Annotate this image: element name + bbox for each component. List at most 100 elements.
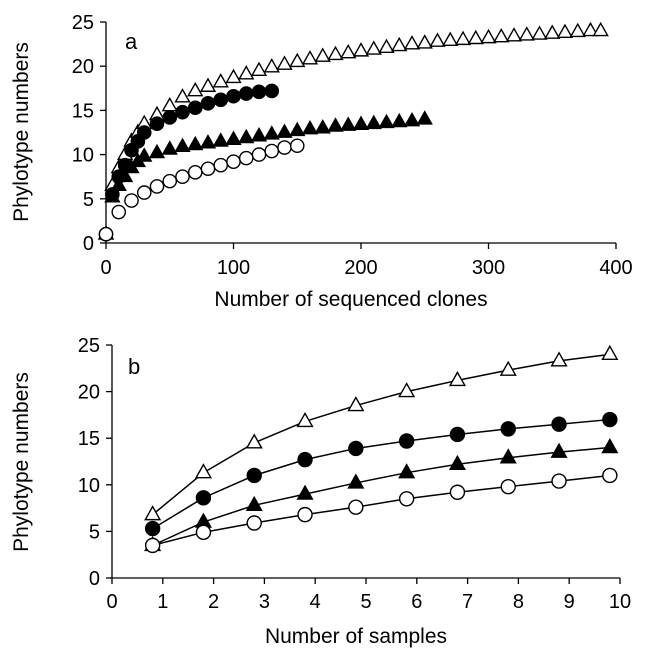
x-tick-label: 10 xyxy=(609,591,631,613)
data-point xyxy=(314,47,331,62)
data-point xyxy=(551,473,567,489)
data-point xyxy=(104,188,121,203)
series-open-triangle xyxy=(144,344,619,521)
data-point xyxy=(195,490,212,506)
data-point xyxy=(340,43,357,59)
data-point xyxy=(162,173,178,189)
data-point xyxy=(391,36,408,52)
x-axis-label: Number of samples xyxy=(265,625,447,648)
y-tick-label: 25 xyxy=(78,335,100,357)
data-point xyxy=(592,21,609,37)
data-point xyxy=(314,119,331,134)
y-tick-label: 0 xyxy=(83,233,94,255)
data-point xyxy=(238,86,254,101)
data-point xyxy=(391,112,408,128)
data-point xyxy=(136,147,153,162)
data-point xyxy=(582,21,599,37)
data-point xyxy=(499,360,517,376)
data-point xyxy=(264,83,280,99)
data-point xyxy=(544,24,561,39)
series-filled-circle xyxy=(144,411,618,537)
data-point xyxy=(500,478,516,495)
data-point xyxy=(124,193,139,208)
x-tick-label: 2 xyxy=(208,591,219,613)
data-point xyxy=(500,421,516,437)
data-point xyxy=(296,411,314,428)
data-point xyxy=(111,204,127,220)
data-point xyxy=(454,30,472,46)
data-point xyxy=(352,42,370,57)
data-point xyxy=(601,438,619,454)
data-point xyxy=(174,137,191,153)
data-point xyxy=(602,467,618,484)
data-point xyxy=(212,132,229,147)
data-point xyxy=(347,473,365,489)
data-point xyxy=(378,113,395,129)
y-tick-label: 5 xyxy=(83,189,94,211)
data-point xyxy=(276,55,293,70)
data-point xyxy=(276,123,293,138)
data-point xyxy=(398,491,415,507)
data-point xyxy=(175,169,190,184)
data-point xyxy=(213,92,229,108)
panel-b-chart: 0 5 10 15 20 25 0 1 2 3 4 5 6 7 8 9 10 Number of samples P… xyxy=(10,335,631,648)
data-point xyxy=(327,45,344,61)
series-open-circle xyxy=(144,467,618,554)
x-tick-label: 7 xyxy=(462,591,473,613)
data-point xyxy=(347,396,365,412)
data-point xyxy=(194,463,212,479)
data-point xyxy=(175,104,190,120)
data-point xyxy=(340,116,357,131)
x-axis-label: Number of sequenced clones xyxy=(214,288,487,311)
x-tick-label: 0 xyxy=(100,257,111,279)
data-point xyxy=(226,154,241,169)
x-tick-label: 6 xyxy=(411,591,422,613)
data-point xyxy=(149,116,165,131)
data-point xyxy=(551,416,567,432)
data-point xyxy=(187,135,204,151)
data-point xyxy=(250,127,268,142)
data-point xyxy=(348,499,364,515)
data-point xyxy=(212,73,229,88)
y-tick-label: 10 xyxy=(78,475,100,497)
x-tick-label: 400 xyxy=(599,257,632,279)
data-point xyxy=(187,164,203,180)
data-point xyxy=(245,495,263,511)
data-point xyxy=(289,138,305,154)
data-point xyxy=(174,88,191,103)
panel-a-chart: 0 5 10 15 20 25 0 100 200 300 400 Number of sequenc… xyxy=(10,12,633,311)
data-point xyxy=(136,125,152,140)
data-point xyxy=(251,84,267,100)
x-tick-label: 0 xyxy=(106,591,117,613)
data-point xyxy=(467,29,484,45)
data-point xyxy=(144,520,161,537)
data-point xyxy=(187,81,204,97)
data-point xyxy=(226,88,241,104)
series-line xyxy=(152,418,610,530)
data-point xyxy=(161,96,178,112)
x-tick-label: 300 xyxy=(472,257,505,279)
data-point xyxy=(569,22,586,38)
data-point xyxy=(246,515,262,531)
y-tick-label: 0 xyxy=(89,568,100,590)
data-point xyxy=(449,484,466,500)
data-point xyxy=(550,351,568,367)
data-point xyxy=(251,147,267,162)
data-point xyxy=(365,40,382,55)
data-point xyxy=(449,426,466,443)
data-point xyxy=(442,31,459,46)
data-point xyxy=(238,128,255,144)
data-point xyxy=(352,115,370,130)
data-point xyxy=(398,433,415,449)
data-point xyxy=(136,185,152,200)
data-point xyxy=(263,58,280,73)
data-point xyxy=(327,117,344,132)
data-point xyxy=(301,50,319,65)
x-tick-label: 3 xyxy=(259,591,270,613)
data-point xyxy=(195,524,212,541)
data-point xyxy=(238,65,255,80)
data-point xyxy=(144,537,161,554)
data-point xyxy=(225,130,242,145)
x-tick-label: 4 xyxy=(310,591,321,613)
